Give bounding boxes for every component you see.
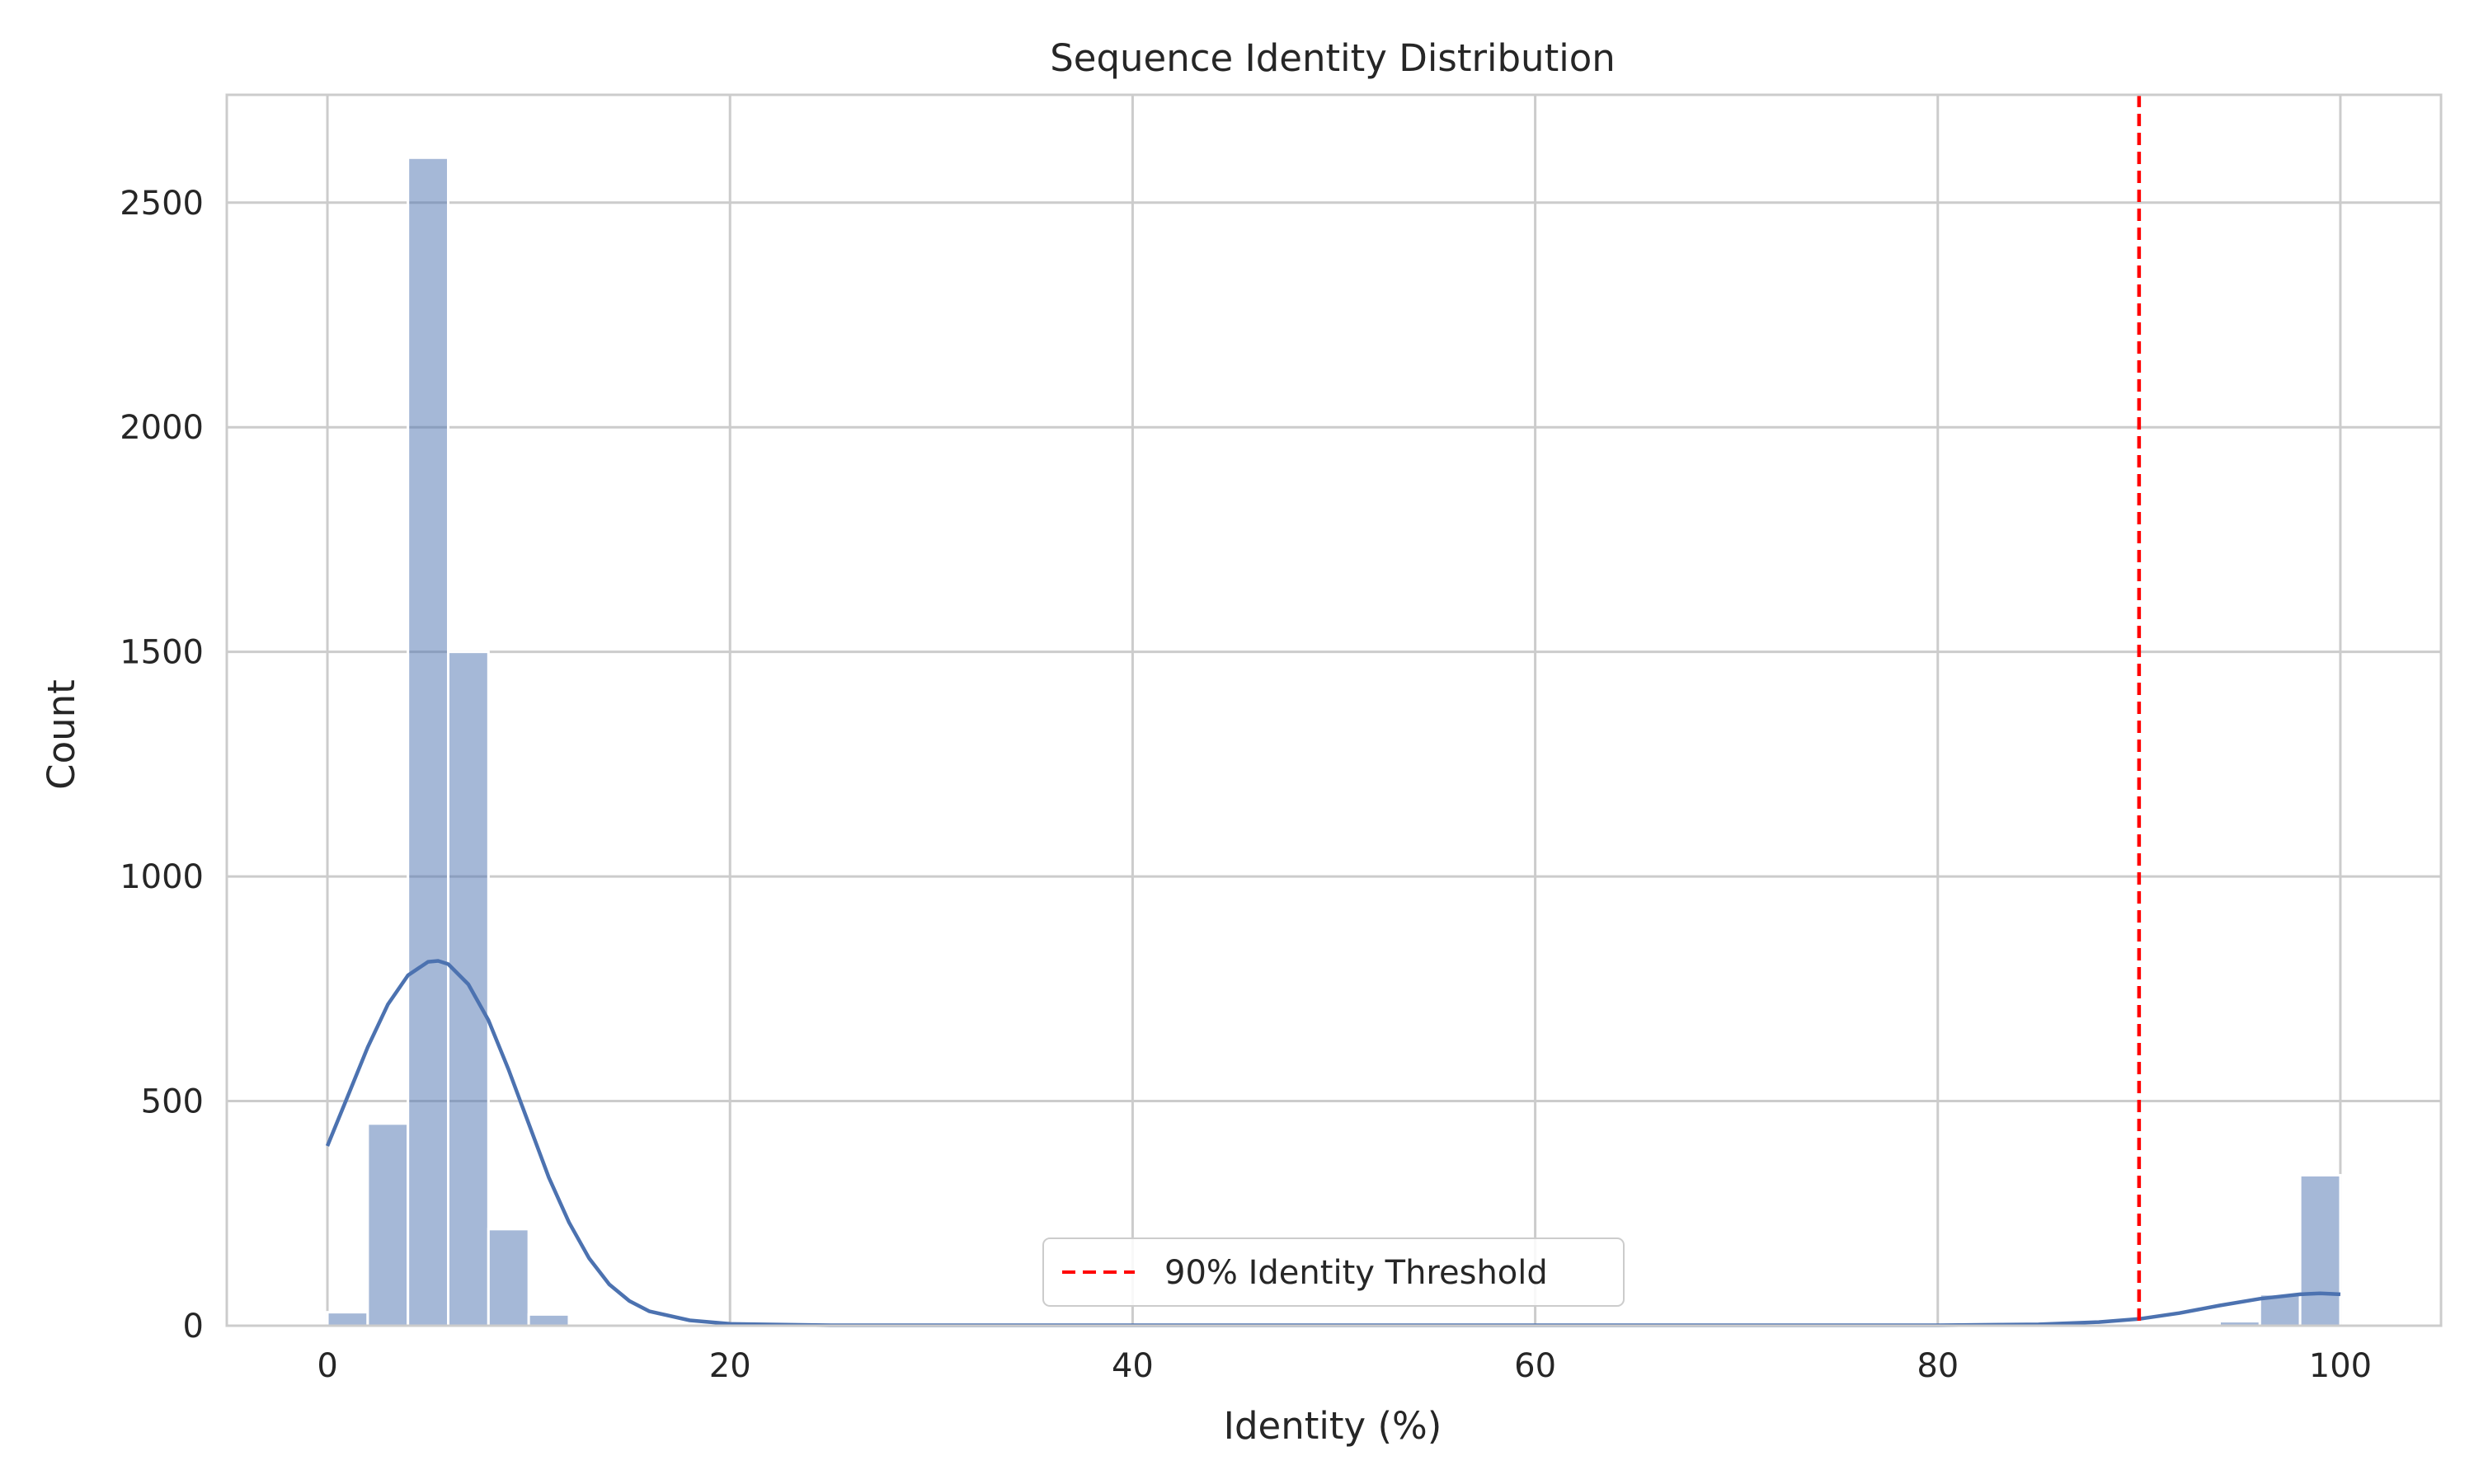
kde-curve-group [325,959,2341,1327]
histogram-bar [487,1228,530,1327]
x-tick-label: 0 [317,1347,337,1385]
y-tick-label: 1500 [120,634,204,672]
x-tick-label: 100 [2309,1347,2372,1385]
bars [326,156,2342,1327]
kde-curve [325,959,2341,1327]
histogram-bar [527,1313,571,1327]
y-axis: 0 500 1000 1500 2000 2500 [120,185,204,1345]
y-tick-label: 0 [183,1308,204,1345]
histogram-bar [407,156,450,1327]
chart-title: Sequence Identity Distribution [1050,36,1616,80]
histogram-bar [326,1311,369,1327]
legend: 90% Identity Threshold [1042,1237,1625,1307]
y-tick-label: 500 [141,1083,204,1121]
histogram-bar [2298,1173,2342,1327]
legend-threshold-label: 90% Identity Threshold [1164,1254,1548,1292]
x-axis: 0 20 40 60 80 100 [317,1347,2372,1385]
legend-box [1042,1237,1625,1307]
y-tick-label: 2000 [120,409,204,447]
y-axis-label: Count [40,679,83,790]
y-tick-label: 2500 [120,185,204,223]
x-axis-label: Identity (%) [1224,1404,1442,1448]
histogram-bar [366,1122,410,1327]
histogram-bar [447,650,490,1327]
x-tick-label: 40 [1112,1347,1154,1385]
x-tick-label: 20 [709,1347,751,1385]
plot-frame [225,93,2443,1327]
x-tick-label: 80 [1917,1347,1959,1385]
y-tick-label: 1000 [120,858,204,896]
x-tick-label: 60 [1514,1347,1556,1385]
